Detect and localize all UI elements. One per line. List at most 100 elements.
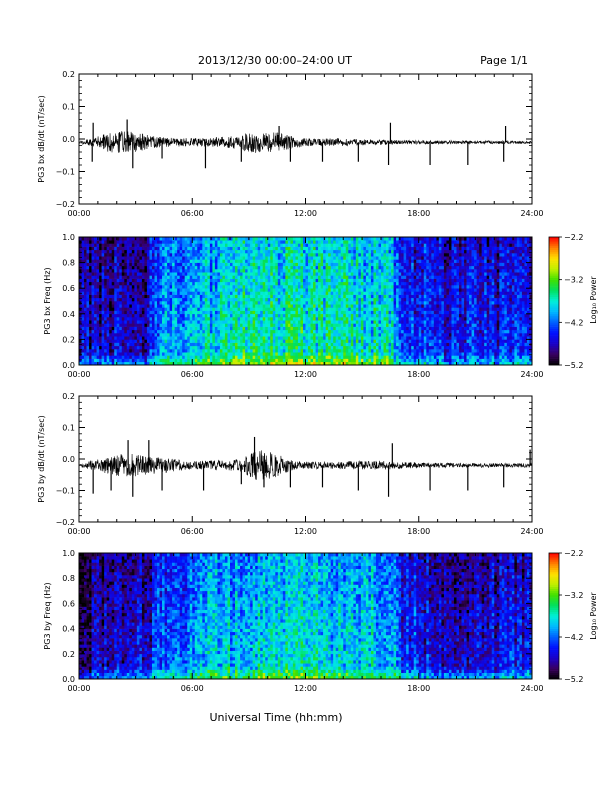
heatmap-cell [134, 278, 138, 283]
heatmap-cell [94, 320, 97, 324]
heatmap-cell [189, 288, 193, 292]
heatmap-cell [350, 358, 354, 363]
heatmap-cell [265, 243, 269, 247]
heatmap-cell [126, 285, 130, 289]
heatmap-cell [360, 275, 364, 279]
heatmap-cell [139, 246, 143, 251]
heatmap-cell [330, 269, 334, 273]
heatmap-cell [204, 310, 208, 315]
heatmap-cell [224, 317, 228, 321]
heatmap-cell [252, 310, 256, 315]
heatmap-cell [131, 275, 135, 279]
heatmap-cell [348, 281, 352, 286]
heatmap-cell [355, 339, 359, 343]
heatmap-cell [381, 320, 384, 324]
heatmap-cell [343, 243, 347, 247]
heatmap-cell [214, 262, 218, 267]
heatmap-cell [343, 342, 347, 347]
heatmap-cell [290, 243, 294, 247]
heatmap-cell [121, 301, 125, 305]
heatmap-cell [141, 329, 145, 334]
heatmap-cell [154, 342, 158, 347]
heatmap-cell [139, 326, 143, 331]
heatmap-cell [305, 326, 309, 331]
heatmap-cell [295, 294, 299, 299]
heatmap-cell [197, 352, 201, 356]
heatmap-cell [192, 307, 196, 311]
heatmap-cell [313, 339, 316, 343]
heatmap-cell [81, 269, 85, 273]
heatmap-cell [287, 288, 291, 292]
heatmap-cell [363, 291, 367, 295]
heatmap-cell [204, 262, 208, 267]
heatmap-cell [119, 249, 123, 254]
heatmap-cell [89, 253, 92, 257]
heatmap-cell [121, 345, 125, 350]
heatmap-cell [340, 323, 344, 327]
heatmap-cell [292, 352, 296, 356]
heatmap-cell [310, 243, 314, 247]
heatmap-cell [79, 269, 82, 273]
heatmap-cell [355, 326, 359, 331]
heatmap-cell [267, 326, 271, 331]
heatmap-cell [335, 269, 339, 273]
heatmap-cell [365, 333, 369, 337]
heatmap-cell [136, 297, 140, 302]
heatmap-cell [141, 317, 145, 321]
heatmap-cell [290, 333, 294, 337]
heatmap-cell [353, 358, 357, 363]
heatmap-cell [111, 297, 115, 302]
heatmap-cell [313, 307, 316, 311]
heatmap-cell [308, 256, 311, 260]
heatmap-cell [217, 326, 221, 331]
heatmap-cell [363, 310, 367, 315]
heatmap-cell [111, 301, 115, 305]
heatmap-cell [323, 352, 326, 356]
heatmap-cell [101, 345, 105, 350]
heatmap-cell [353, 323, 357, 327]
heatmap-cell [219, 246, 223, 251]
heatmap-cell [275, 358, 279, 363]
heatmap-cell [368, 275, 372, 279]
heatmap-cell [212, 272, 216, 276]
heatmap-cell [297, 323, 301, 327]
heatmap-cell [267, 313, 271, 318]
heatmap-cell [179, 326, 183, 331]
heatmap-cell [144, 349, 148, 353]
heatmap-cell [290, 291, 294, 295]
heatmap-cell [212, 336, 216, 340]
heatmap-cell [111, 345, 115, 350]
heatmap-cell [194, 269, 198, 273]
heatmap-cell [292, 355, 296, 359]
heatmap-cell [227, 342, 231, 347]
heatmap-cell [96, 253, 100, 257]
heatmap-cell [224, 323, 228, 327]
heatmap-cell [96, 323, 100, 327]
heatmap-cell [370, 326, 374, 331]
heatmap-cell [297, 265, 301, 270]
heatmap-cell [260, 256, 264, 260]
heatmap-cell [242, 342, 246, 347]
heatmap-cell [365, 310, 369, 315]
heatmap-cell [149, 342, 153, 347]
heatmap-cell [151, 345, 155, 350]
heatmap-cell [230, 237, 233, 241]
heatmap-cell [179, 355, 183, 359]
heatmap-cell [333, 243, 336, 247]
heatmap-cell [230, 349, 233, 353]
heatmap-cell [106, 355, 110, 359]
heatmap-cell [104, 301, 107, 305]
heatmap-cell [159, 288, 163, 292]
heatmap-cell [358, 336, 362, 340]
heatmap-cell [325, 317, 329, 321]
heatmap-cell [179, 304, 183, 308]
heatmap-cell [141, 361, 145, 366]
heatmap-cell [287, 269, 291, 273]
heatmap-cell [335, 336, 339, 340]
heatmap-cell [151, 278, 155, 283]
heatmap-cell [265, 237, 269, 241]
heatmap-cell [368, 237, 372, 241]
heatmap-cell [219, 355, 223, 359]
heatmap-cell [202, 336, 206, 340]
heatmap-cell [124, 294, 128, 299]
